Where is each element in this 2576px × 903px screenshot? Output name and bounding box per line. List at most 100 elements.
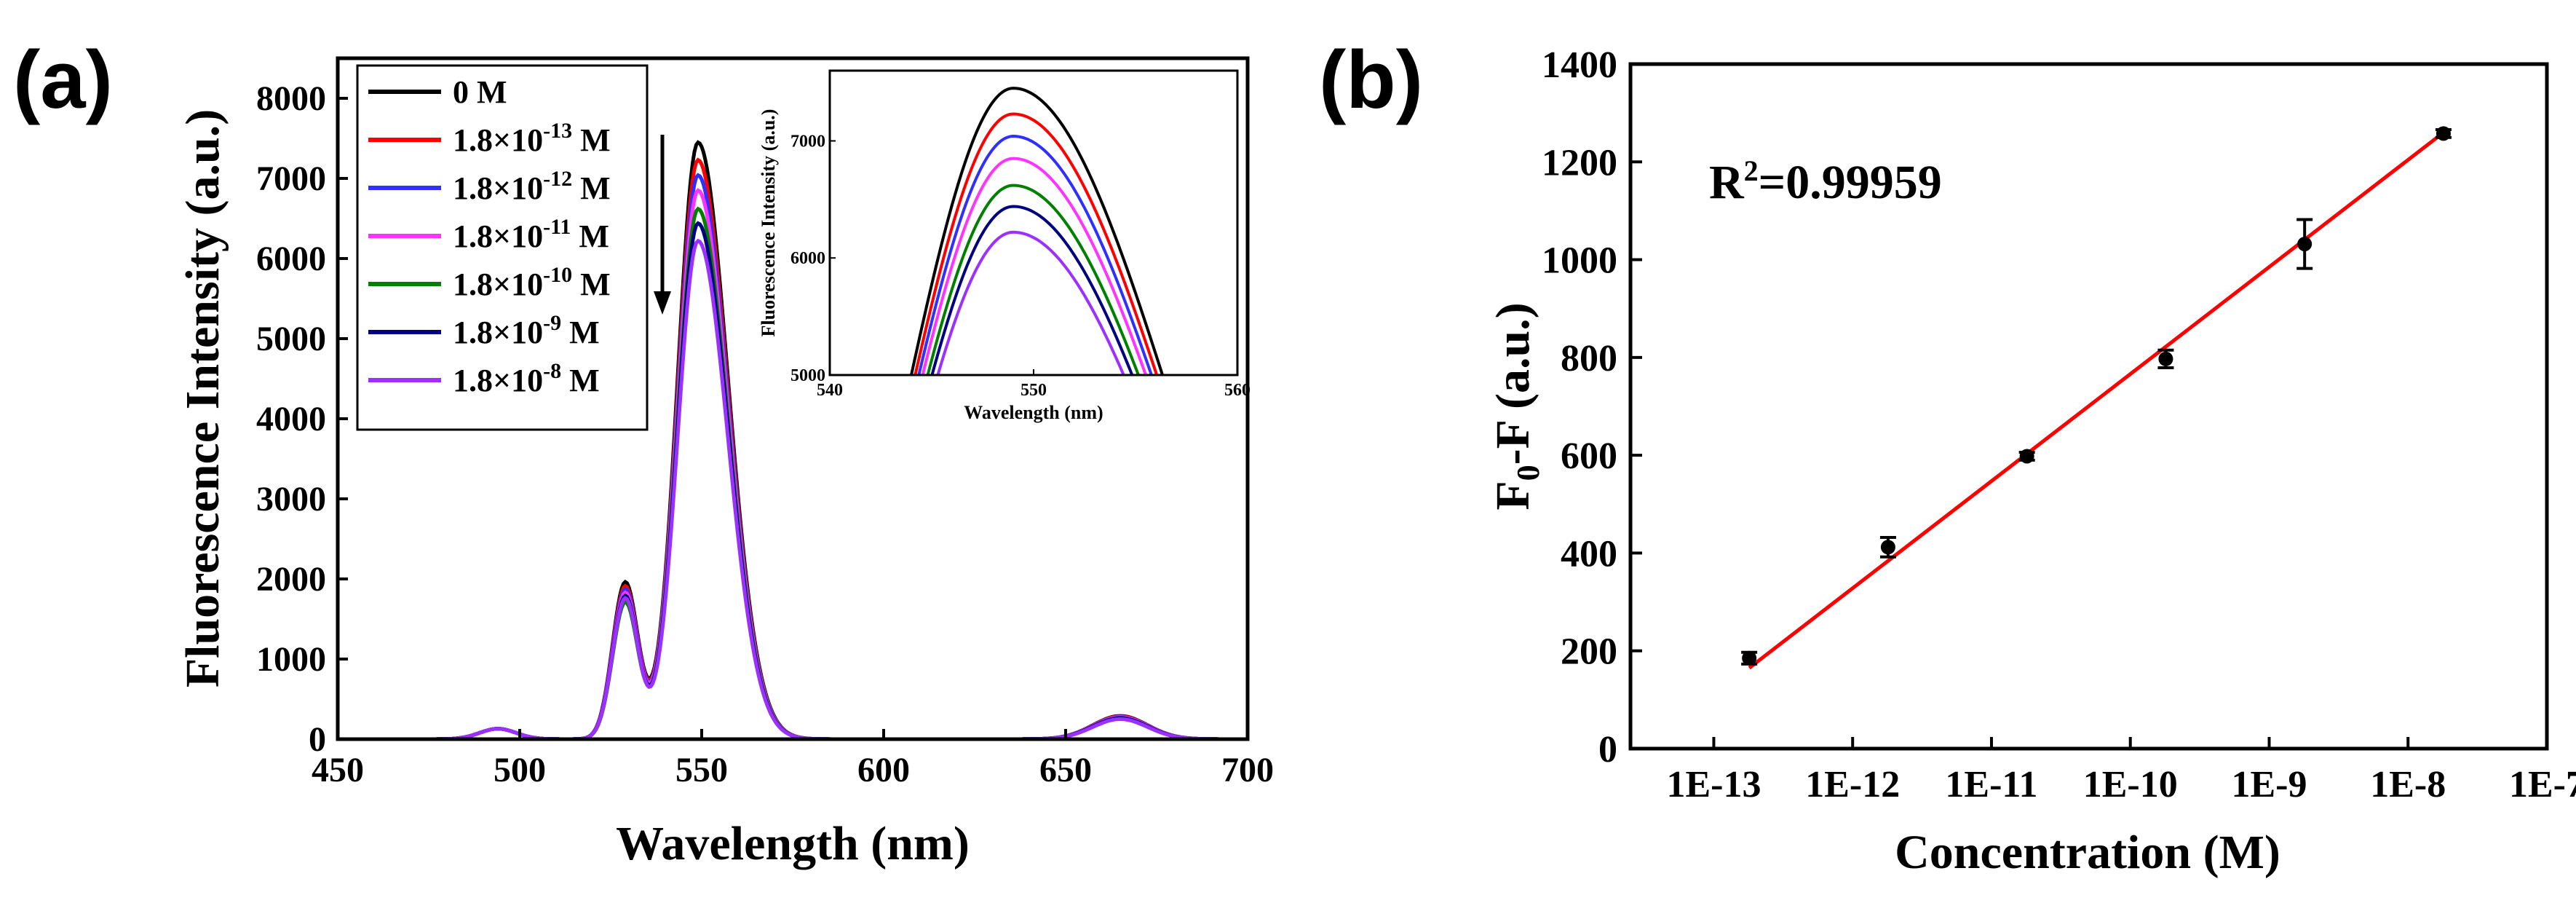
y-tick-label: 1200	[1542, 142, 1617, 184]
x-tick-label: 1E-7	[2509, 764, 2576, 805]
y-tick-label: 0	[1598, 729, 1617, 770]
y-tick-label: 3000	[256, 480, 326, 518]
inset-bg	[830, 71, 1237, 375]
data-point	[2158, 351, 2173, 366]
y-tick-label: 600	[1561, 435, 1617, 477]
inset-x-tick-label: 560	[1224, 381, 1251, 400]
x-tick-label: 1E-13	[1666, 764, 1761, 805]
inset-y-tick-label: 7000	[790, 132, 825, 151]
y-tick-label: 1000	[1542, 240, 1617, 282]
spectra-group	[338, 140, 1248, 739]
legend-label-base: 1.8×10	[453, 267, 543, 302]
y-tick-label: 8000	[256, 79, 326, 118]
y-tick-label: 400	[1561, 533, 1617, 575]
legend-label: 0 M	[453, 74, 507, 110]
chart-b: 1E-13 1E-12 1E-11 1E-10 1E-9 1E-8 1E-7 0 200 400…	[1486, 44, 2576, 879]
legend-label-base: 0 M	[453, 74, 507, 110]
r2-base: R	[1709, 156, 1745, 209]
y-title-sub: 0	[1510, 465, 1546, 481]
data-point	[2019, 449, 2034, 464]
x-axis-title-b: Concentration (M)	[1895, 826, 2280, 879]
legend-box	[356, 64, 649, 431]
legend-label-unit: M	[571, 218, 609, 254]
panel-a-label: (a)	[13, 34, 113, 125]
legend-label-exp: -8	[543, 359, 561, 383]
y-tick-label: 1000	[256, 640, 326, 679]
y-tick-label: 2000	[256, 560, 326, 599]
data-point	[1880, 540, 1895, 555]
legend-label-exp: -10	[543, 263, 572, 287]
x-tick-label: 550	[675, 751, 728, 789]
data-point	[2297, 237, 2313, 252]
inset-y-title: Fluorescence Intensity (a.u.)	[758, 109, 779, 337]
legend-label-exp: -9	[543, 311, 561, 335]
legend-label: 1.8×10-8 M	[453, 359, 600, 398]
spectrum-line	[338, 238, 1248, 739]
inset-spectrum-line	[914, 112, 1159, 375]
legend-label: 1.8×10-9 M	[453, 311, 600, 350]
inset-x-title: Wavelength (nm)	[964, 402, 1103, 423]
y-tick-label: 7000	[256, 159, 326, 198]
legend-label: 1.8×10-10 M	[453, 263, 611, 302]
legend-label-unit: M	[572, 170, 611, 206]
y-tick-label: 1400	[1542, 44, 1617, 86]
x-tick-label: 450	[312, 751, 364, 789]
legend-label-unit: M	[572, 122, 611, 158]
y-axis-title-a: Fluorescence Intensity (a.u.)	[176, 109, 229, 687]
x-tick-label: 1E-12	[1805, 764, 1900, 805]
chart-a: 450 500 550 600 650 700 0 1000 2000 3000 4000 5000…	[176, 56, 1274, 870]
inset-curve-group	[909, 87, 1165, 375]
legend-label-unit: M	[561, 363, 600, 398]
x-tick-label: 1E-9	[2231, 764, 2307, 805]
spectra-curves	[338, 140, 1248, 739]
y-tick-label: 4000	[256, 400, 326, 438]
x-tick-label: 1E-8	[2370, 764, 2446, 805]
y-tick-label: 200	[1561, 631, 1617, 673]
legend-label-exp: -11	[543, 215, 571, 239]
inset-spectrum-line	[926, 184, 1141, 375]
calibration-plot	[1741, 126, 2452, 670]
r-squared-annotation: R2=0.99959	[1709, 154, 1942, 209]
plot-b-frame	[1628, 62, 2549, 751]
x-tick-label: 1E-10	[2083, 764, 2178, 805]
x-tick-label: 1E-11	[1945, 764, 2037, 805]
legend-label-exp: -13	[543, 119, 572, 143]
inset-spectrum-line	[921, 157, 1148, 375]
data-point	[1742, 650, 1757, 666]
inset-x-axis: 540 550 560	[817, 369, 1251, 400]
y-axis-title-b: F0-F (a.u.)	[1486, 302, 1546, 510]
fit-line	[1748, 131, 2445, 670]
inset-chart: 540 550 560 5000 6000 7000 Wavelength (nm) F…	[758, 69, 1251, 423]
y-tick-label: 6000	[256, 240, 326, 278]
legend-label-base: 1.8×10	[453, 315, 543, 350]
legend-label-unit: M	[572, 267, 611, 302]
legend-label-exp: -12	[543, 167, 572, 191]
x-tick-label: 700	[1221, 751, 1274, 789]
inset-y-axis: 5000 6000 7000	[790, 132, 836, 385]
x-tick-label: 500	[494, 751, 546, 789]
legend-label-unit: M	[561, 315, 600, 350]
legend-entries: 0 M1.8×10-13 M1.8×10-12 M1.8×10-11 M1.8×…	[368, 74, 611, 398]
legend-label-base: 1.8×10	[453, 218, 543, 254]
legend-label: 1.8×10-11 M	[453, 215, 609, 254]
inset-spectrum-line	[909, 87, 1165, 375]
x-axis-title-a: Wavelength (nm)	[616, 817, 970, 870]
y-title-rest: -F (a.u.)	[1486, 302, 1539, 465]
legend-label: 1.8×10-13 M	[453, 119, 611, 158]
inset-curves	[909, 87, 1165, 375]
panel-b-label: (b)	[1319, 34, 1423, 125]
y-axis-a: 0 1000 2000 3000 4000 5000 6000 7000 8000	[256, 79, 348, 759]
r2-rest: =0.99959	[1759, 156, 1942, 209]
inset-x-tick-label: 540	[817, 381, 843, 400]
inset-spectrum-line	[936, 230, 1125, 375]
x-tick-label: 600	[857, 751, 910, 789]
legend-a: 0 M1.8×10-13 M1.8×10-12 M1.8×10-11 M1.8×…	[356, 64, 649, 431]
y-tick-label: 800	[1561, 338, 1617, 379]
x-tick-label: 650	[1039, 751, 1092, 789]
legend-label-base: 1.8×10	[453, 170, 543, 206]
x-axis-b: 1E-13 1E-12 1E-11 1E-10 1E-9 1E-8 1E-7	[1666, 737, 2576, 805]
plot-a-frame	[336, 56, 1250, 741]
legend-label-base: 1.8×10	[453, 122, 543, 158]
y-tick-label: 0	[309, 720, 326, 759]
